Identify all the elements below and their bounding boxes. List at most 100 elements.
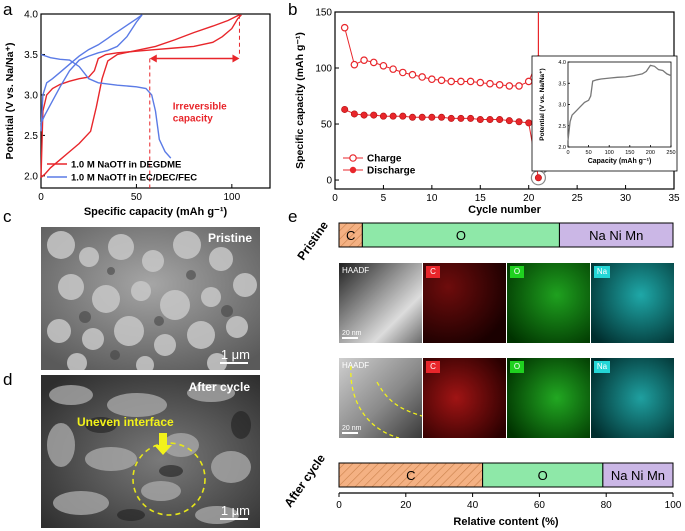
panel-b-charge-point <box>360 56 368 64</box>
panel-label-a: a <box>3 0 13 19</box>
panel-b-charge-point <box>369 58 378 67</box>
panel-e-x-tick-label: 40 <box>467 500 479 511</box>
edx-after-cycle-oxygen-badge: O <box>510 361 524 373</box>
sem-pristine-label: Pristine <box>207 231 252 245</box>
edx-after-cycle-carbon-map: C <box>423 358 506 438</box>
panel-a-y-tick-label: 2.0 <box>24 171 38 182</box>
edx-pristine-carbon-map: C <box>423 263 506 343</box>
edx-pristine-scale-bar <box>342 337 358 339</box>
panel-a-irreversible-label-line2: capacity <box>173 113 213 124</box>
edx-after-cycle-sodium-map: Na <box>591 358 674 438</box>
panel-b-discharge-point <box>350 110 358 118</box>
edx-after-cycle-oxygen-map: O <box>507 358 590 438</box>
panel-b-inset-x-tick-label: 100 <box>605 150 614 156</box>
panel-e-x-tick-label: 80 <box>601 500 613 511</box>
panel-a-x-axis-title: Specific capacity (mAh g⁻¹) <box>84 206 228 218</box>
edx-row-after-cycle: HAADF 20 nm C O Na <box>339 358 674 438</box>
sem-pristine-scale-text: 1 μm <box>220 347 250 362</box>
panel-b-charge-point <box>457 77 465 86</box>
sem-after-cycle-scale-text: 1 μm <box>220 503 250 518</box>
panel-b-discharge-point <box>379 112 387 120</box>
panel-b-legend-discharge-marker <box>349 166 357 174</box>
panel-b-x-tick-label: 15 <box>475 193 487 204</box>
panel-a-series-0-line <box>40 14 242 178</box>
panel-e-bar-label: Na Ni Mn <box>611 468 665 483</box>
panel-a-plot-frame <box>40 13 271 189</box>
panel-a-y-tick-label: 3.0 <box>24 90 38 101</box>
sem-image-after-cycle: After cycle Uneven interface 1 μm <box>41 375 260 528</box>
sem-after-cycle-scale-bar <box>220 518 248 520</box>
panel-e-x-tick-label: 20 <box>400 500 412 511</box>
panel-b-discharge-point <box>457 114 465 122</box>
panel-b-discharge-point <box>399 112 407 120</box>
edx-after-cycle-scale-bar <box>342 432 358 434</box>
panel-b-charge-point <box>495 81 504 89</box>
panel-b-charge-point <box>350 60 359 69</box>
edx-pristine-oxygen-map: O <box>507 263 590 343</box>
panel-b-inset-curve <box>567 64 672 141</box>
panel-b-x-tick-label: 10 <box>426 193 438 204</box>
panel-b-cycling-chart: 0 5 10 15 20 25 30 35 0 50 100 150 Cycle number Speci… <box>294 8 680 217</box>
uneven-interface-circle <box>132 442 206 516</box>
sem-after-cycle-label: After cycle <box>188 380 250 394</box>
panel-b-discharge-point <box>505 117 513 125</box>
panel-a-y-axis-title: Potential (V vs. Na/Na⁺) <box>4 43 16 160</box>
panel-b-x-tick-label: 30 <box>620 193 632 204</box>
panel-b-charge-point <box>389 65 397 73</box>
panel-a-voltage-profile-chart: 0 50 100 2.0 2.5 3.0 3.5 4.0 Specific capacity (… <box>4 10 271 218</box>
panel-b-x-tick-label: 5 <box>381 193 387 204</box>
edx-after-cycle-carbon-badge: C <box>426 361 440 373</box>
edx-pristine-oxygen-badge: O <box>510 266 524 278</box>
panel-b-inset-y-tick-label: 3.0 <box>558 103 566 109</box>
edx-pristine-sodium-badge: Na <box>594 266 610 278</box>
panel-label-c: c <box>3 207 12 226</box>
panel-b-inset-x-tick-label: 50 <box>586 150 592 156</box>
panel-b-charge-point <box>505 82 514 90</box>
panel-b-inset-x-tick-label: 200 <box>646 150 655 156</box>
panel-a-series-3-line <box>40 14 143 124</box>
panel-b-y-tick-label: 100 <box>315 64 332 75</box>
panel-b-inset-y-tick-label: 3.5 <box>558 81 566 87</box>
panel-a-y-tick-label: 4.0 <box>24 10 38 21</box>
panel-b-discharge-point <box>486 116 494 124</box>
panel-b-discharge-point <box>370 111 378 119</box>
panel-label-e: e <box>288 207 298 226</box>
panel-e-bar-1-o <box>482 462 604 488</box>
panel-e-category-pristine: Pristine <box>294 218 331 262</box>
panel-b-charge-point <box>408 70 417 79</box>
panel-a-series-2-line <box>40 14 143 132</box>
panel-b-charge-point <box>340 23 349 32</box>
panel-b-discharge-point <box>525 119 533 127</box>
panel-b-y-tick-label: 150 <box>315 8 332 19</box>
panel-b-legend-charge-label: Charge <box>367 154 402 165</box>
panel-b-discharge-point <box>360 111 368 119</box>
panel-b-x-tick-label: 20 <box>523 193 535 204</box>
panel-a-x-tick-label: 50 <box>131 192 143 203</box>
panel-e-bar-label: O <box>538 468 548 483</box>
panel-b-charge-point <box>476 78 485 87</box>
panel-b-legend-discharge-label: Discharge <box>367 166 416 177</box>
panel-b-y-tick-label: 0 <box>326 176 332 187</box>
panel-b-charge-point <box>486 79 494 88</box>
edx-pristine-sodium-map: Na <box>591 263 674 343</box>
panel-b-legend-charge-marker <box>349 154 357 162</box>
panel-b-inset-box <box>531 55 678 172</box>
sem-image-pristine: Pristine 1 μm <box>41 227 260 370</box>
panel-label-b: b <box>288 0 298 19</box>
edx-pristine-scale-text: 20 nm <box>342 330 362 337</box>
panel-e-x-tick-label: 0 <box>336 500 342 511</box>
panel-b-inset-x-tick-label: 150 <box>625 150 634 156</box>
edx-after-cycle-sodium-badge: Na <box>594 361 610 373</box>
panel-e-x-tick-label: 60 <box>534 500 546 511</box>
panel-b-charge-point <box>524 77 533 86</box>
panel-b-x-tick-label: 35 <box>668 193 680 204</box>
panel-b-discharge-point <box>534 174 542 182</box>
panel-b-discharge-point <box>428 113 436 121</box>
panel-e-bar-0-na-ni-mn <box>558 222 674 248</box>
panel-e-bar-label: O <box>456 228 466 243</box>
panel-a-series-4-line <box>40 53 172 159</box>
panel-b-x-tick-label: 25 <box>572 193 584 204</box>
sem-pristine-scale-bar <box>220 362 248 364</box>
panel-b-charge-point <box>399 68 407 77</box>
panel-a-legend-label-ec: 1.0 M NaOTf in EC/DEC/FEC <box>71 173 197 184</box>
